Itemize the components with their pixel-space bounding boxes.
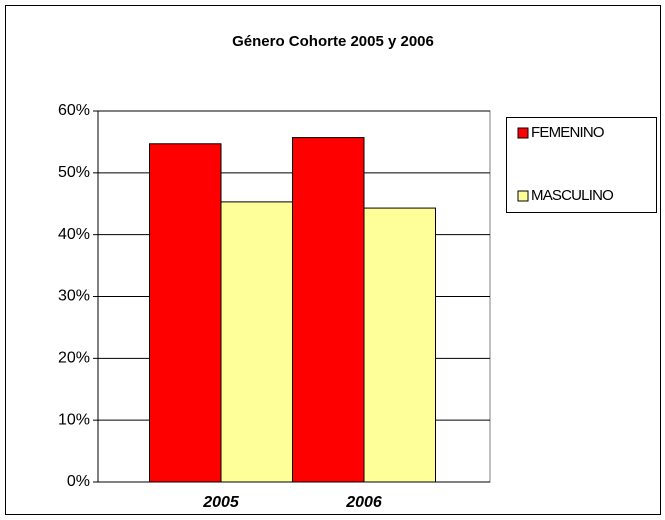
bar bbox=[220, 201, 293, 483]
y-tick-label: 20% bbox=[58, 350, 90, 367]
x-tick-label: 2006 bbox=[345, 494, 382, 511]
legend bbox=[506, 117, 657, 213]
y-tick-label: 10% bbox=[58, 411, 90, 428]
y-tick-label: 50% bbox=[58, 164, 90, 181]
bar bbox=[149, 143, 222, 483]
legend-label: FEMENINO bbox=[531, 124, 604, 141]
y-tick-label: 60% bbox=[58, 102, 90, 119]
bar bbox=[363, 207, 436, 483]
legend-swatch bbox=[517, 127, 529, 139]
y-tick-label: 40% bbox=[58, 226, 90, 243]
x-tick-label: 2005 bbox=[202, 494, 240, 511]
y-tick-label: 0% bbox=[67, 473, 90, 490]
bar bbox=[292, 137, 365, 483]
legend-label: MASCULINO bbox=[531, 187, 613, 204]
legend-swatch bbox=[517, 190, 529, 202]
y-tick-label: 30% bbox=[58, 288, 90, 305]
chart-title: Género Cohorte 2005 y 2006 bbox=[232, 33, 434, 50]
